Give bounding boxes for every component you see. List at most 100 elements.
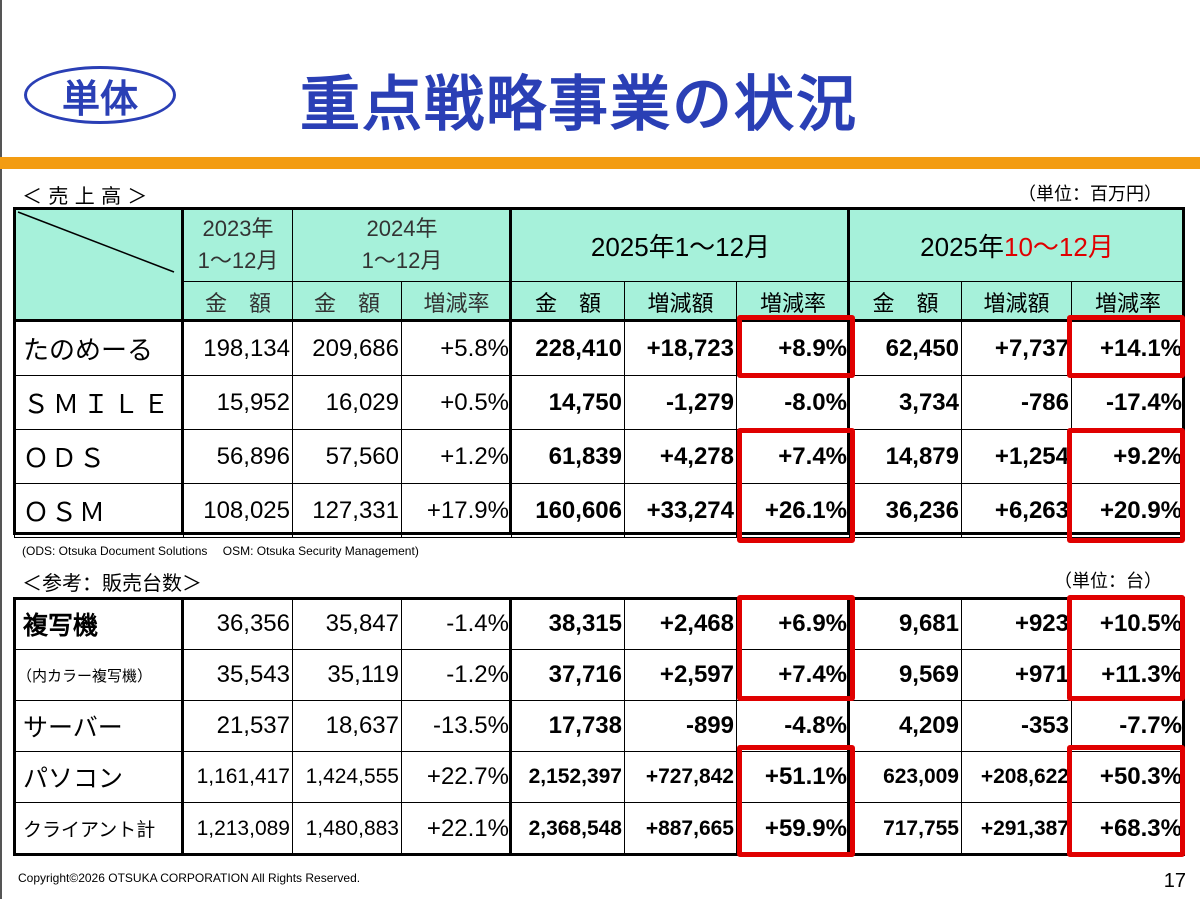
diff-q4: +7,737 bbox=[961, 321, 1072, 376]
amount-q4: 3,734 bbox=[849, 375, 962, 430]
rate-q4: +14.1% bbox=[1070, 321, 1186, 376]
header-amount: 金 額 bbox=[292, 281, 402, 322]
rate-2025: -8.0% bbox=[736, 375, 850, 430]
row-name: クライアント計 bbox=[14, 802, 184, 855]
rate-2025: +7.4% bbox=[736, 429, 850, 484]
amount-2025: 2,368,548 bbox=[511, 802, 625, 855]
value-2023: 108,025 bbox=[183, 483, 293, 538]
value-2024: 16,029 bbox=[292, 375, 402, 430]
badge: 単体 bbox=[24, 66, 176, 124]
rate-2024: +5.8% bbox=[401, 321, 512, 376]
amount-2025: 61,839 bbox=[511, 429, 625, 484]
footnote: (ODS: Otsuka Document Solutions OSM: Ots… bbox=[22, 544, 419, 558]
rate-2024: +22.1% bbox=[401, 802, 512, 855]
rate-2025: +7.4% bbox=[736, 649, 850, 701]
value-2023: 56,896 bbox=[183, 429, 293, 484]
units-table: 複写機 36,356 35,847 -1.4% 38,315 +2,468 +6… bbox=[14, 598, 1185, 855]
sales-col-rule bbox=[847, 207, 850, 535]
row-name: パソコン bbox=[14, 751, 184, 803]
header-amount: 金 額 bbox=[849, 281, 962, 322]
rate-2024: -1.4% bbox=[401, 598, 512, 650]
diff-2025: +18,723 bbox=[624, 321, 737, 376]
table-row: （内カラー複写機） 35,543 35,119 -1.2% 37,716 +2,… bbox=[14, 649, 1185, 701]
amount-q4: 62,450 bbox=[849, 321, 962, 376]
header-amount: 金 額 bbox=[511, 281, 625, 322]
rate-2024: +1.2% bbox=[401, 429, 512, 484]
value-2024: 18,637 bbox=[292, 700, 402, 752]
value-2023: 21,537 bbox=[183, 700, 293, 752]
sales-col-rule bbox=[509, 207, 512, 535]
table-row: ＯＤＳ 56,896 57,560 +1.2% 61,839 +4,278 +7… bbox=[14, 429, 1186, 484]
header-2025-full: 2025年1～12月 bbox=[511, 208, 850, 282]
rate-2025: +51.1% bbox=[736, 751, 850, 803]
header-change-amount: 増減額 bbox=[624, 281, 737, 322]
diff-2025: +33,274 bbox=[624, 483, 737, 538]
diff-q4: +291,387 bbox=[961, 802, 1072, 855]
value-2024: 127,331 bbox=[292, 483, 402, 538]
diff-2025: +2,468 bbox=[624, 598, 737, 650]
value-2023: 35,543 bbox=[183, 649, 293, 701]
header-2023: 2023年 1～12月 bbox=[183, 208, 293, 282]
amount-q4: 623,009 bbox=[849, 751, 962, 803]
header-2025-q4: 2025年10～12月 bbox=[848, 208, 1186, 282]
rate-2025: +26.1% bbox=[736, 483, 850, 538]
rate-2024: +0.5% bbox=[401, 375, 512, 430]
amount-2025: 14,750 bbox=[511, 375, 625, 430]
value-2023: 1,161,417 bbox=[183, 751, 293, 803]
diff-2025: -899 bbox=[624, 700, 737, 752]
amount-q4: 36,236 bbox=[849, 483, 962, 538]
sales-header-rule bbox=[13, 319, 1185, 322]
rate-2025: -4.8% bbox=[736, 700, 850, 752]
rate-2025: +59.9% bbox=[736, 802, 850, 855]
diff-q4: +923 bbox=[961, 598, 1072, 650]
highlight-box bbox=[1067, 745, 1185, 857]
amount-q4: 717,755 bbox=[849, 802, 962, 855]
diff-2025: -1,279 bbox=[624, 375, 737, 430]
row-name: たのめーる bbox=[14, 321, 184, 376]
amount-2025: 37,716 bbox=[511, 649, 625, 701]
left-rule bbox=[0, 0, 2, 899]
table-row: クライアント計 1,213,089 1,480,883 +22.1% 2,368… bbox=[14, 802, 1185, 855]
table-row: パソコン 1,161,417 1,424,555 +22.7% 2,152,39… bbox=[14, 751, 1185, 803]
highlight-box bbox=[1067, 315, 1185, 378]
diff-q4: -353 bbox=[961, 700, 1072, 752]
corner-diagonal bbox=[17, 211, 175, 273]
table-row: サーバー 21,537 18,637 -13.5% 17,738 -899 -4… bbox=[14, 700, 1185, 752]
row-name: サーバー bbox=[14, 700, 184, 752]
units-col-rule bbox=[181, 597, 184, 856]
copyright: Copyright©2026 OTSUKA CORPORATION All Ri… bbox=[18, 871, 361, 885]
amount-q4: 9,681 bbox=[849, 598, 962, 650]
value-2023: 1,213,089 bbox=[183, 802, 293, 855]
units-section-label: ＜参考：販売台数＞ bbox=[22, 571, 202, 595]
diff-q4: +208,622 bbox=[961, 751, 1072, 803]
diff-2025: +727,842 bbox=[624, 751, 737, 803]
header-2024: 2024年 1～12月 bbox=[292, 208, 512, 282]
row-name: （内カラー複写機） bbox=[14, 649, 184, 701]
rate-q4: +68.3% bbox=[1071, 802, 1185, 855]
units-unit: （単位：台） bbox=[1054, 571, 1162, 592]
amount-2025: 160,606 bbox=[511, 483, 625, 538]
value-2024: 1,480,883 bbox=[292, 802, 402, 855]
diff-q4: -786 bbox=[961, 375, 1072, 430]
accent-bar bbox=[0, 157, 1200, 169]
units-col-rule bbox=[509, 597, 512, 856]
units-col-rule bbox=[847, 597, 850, 856]
diff-2025: +887,665 bbox=[624, 802, 737, 855]
page-number: 17 bbox=[1163, 870, 1186, 892]
rate-2024: -1.2% bbox=[401, 649, 512, 701]
value-2024: 57,560 bbox=[292, 429, 402, 484]
table-row: たのめーる 198,134 209,686 +5.8% 228,410 +18,… bbox=[14, 321, 1186, 376]
table-row: ＳＭＩＬＥ 15,952 16,029 +0.5% 14,750 -1,279 … bbox=[14, 375, 1186, 430]
header-change-rate: 増減率 bbox=[401, 281, 512, 322]
header-amount: 金 額 bbox=[183, 281, 293, 322]
diff-2025: +2,597 bbox=[624, 649, 737, 701]
rate-q4: +20.9% bbox=[1070, 483, 1186, 538]
value-2023: 198,134 bbox=[183, 321, 293, 376]
highlight-box bbox=[1067, 595, 1185, 701]
header-q4-months: 10～12月 bbox=[1004, 231, 1114, 262]
row-name: ＳＭＩＬＥ bbox=[14, 375, 184, 430]
value-2024: 35,847 bbox=[292, 598, 402, 650]
header-q4-year: 2025年 bbox=[920, 231, 1004, 262]
highlight-box bbox=[737, 595, 855, 701]
rate-q4: +50.3% bbox=[1071, 751, 1185, 803]
